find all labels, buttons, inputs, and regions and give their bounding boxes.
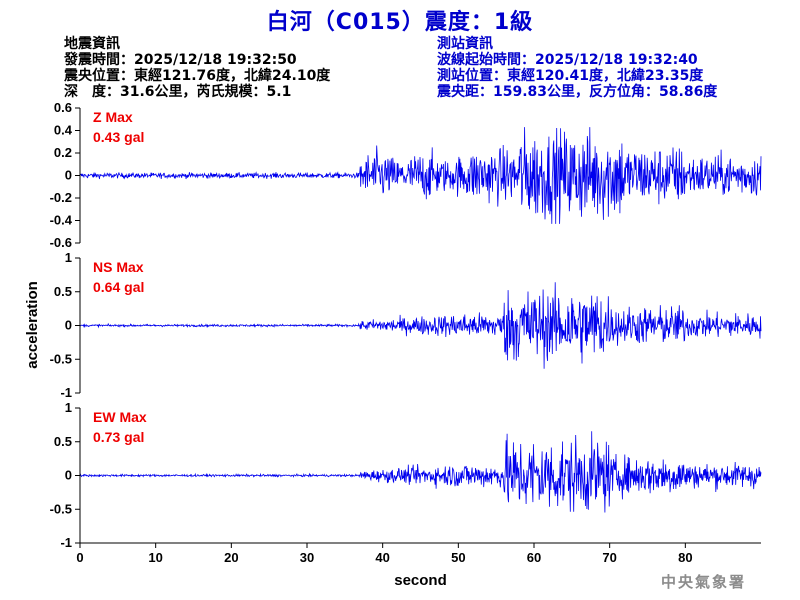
- y-tick-label-1-3: 0.5: [54, 284, 72, 299]
- y-tick-label-1-4: 1: [65, 250, 72, 265]
- y-tick-label-1-0: -1: [60, 385, 72, 400]
- waveform-trace-1: [79, 282, 762, 369]
- y-tick-label-0-5: 0.4: [54, 123, 73, 138]
- station-info-block: 測站資訊 波線起始時間：2025/12/18 19:32:40 測站位置：東經1…: [437, 36, 717, 100]
- y-tick-label-2-0: -1: [60, 535, 72, 550]
- y-tick-label-1-2: 0: [65, 318, 72, 333]
- agency-watermark: 中央氣象署: [660, 573, 746, 591]
- x-axis-title: second: [394, 572, 447, 589]
- peak-value-label-0: 0.43 gal: [93, 129, 144, 145]
- station-title: 白河（C015）震度：1級: [266, 10, 534, 35]
- x-tick-label-4: 40: [375, 550, 389, 565]
- x-tick-label-2: 20: [224, 550, 238, 565]
- component-label-1: NS Max: [93, 259, 144, 275]
- waveform-trace-2: [79, 431, 762, 513]
- y-tick-label-1-1: -0.5: [50, 351, 72, 366]
- component-label-0: Z Max: [93, 109, 133, 125]
- peak-value-label-2: 0.73 gal: [93, 429, 144, 445]
- station-location: 測站位置：東經120.41度，北緯23.35度: [437, 68, 704, 84]
- x-tick-label-1: 10: [148, 550, 162, 565]
- y-tick-label-0-6: 0.6: [54, 100, 72, 115]
- y-tick-label-0-4: 0.2: [54, 145, 72, 160]
- station-info-heading: 測站資訊: [437, 36, 493, 52]
- quake-info-block: 地震資訊 發震時間：2025/12/18 19:32:50 震央位置：東經121…: [64, 36, 330, 100]
- y-tick-label-0-2: -0.2: [50, 190, 72, 205]
- peak-value-label-1: 0.64 gal: [93, 279, 144, 295]
- x-tick-label-8: 80: [678, 550, 692, 565]
- y-tick-label-2-2: 0: [65, 468, 72, 483]
- y-axis-title: acceleration: [24, 281, 41, 369]
- epicentral-distance: 震央距：159.83公里，反方位角：58.86度: [437, 84, 718, 100]
- x-tick-label-3: 30: [300, 550, 314, 565]
- y-tick-label-0-1: -0.4: [50, 213, 73, 228]
- y-tick-label-2-1: -0.5: [50, 501, 72, 516]
- x-tick-label-5: 50: [451, 550, 465, 565]
- y-tick-label-0-0: -0.6: [50, 235, 72, 250]
- quake-info-heading: 地震資訊: [64, 36, 120, 52]
- x-tick-label-0: 0: [76, 550, 83, 565]
- quake-epicenter: 震央位置：東經121.76度，北緯24.10度: [64, 68, 331, 84]
- y-tick-label-2-3: 0.5: [54, 434, 72, 449]
- x-tick-label-6: 60: [527, 550, 541, 565]
- y-tick-label-2-4: 1: [65, 400, 72, 415]
- waveform-trace-0: [79, 127, 762, 224]
- quake-depth-magnitude: 深 度：31.6公里，芮氏規模：5.1: [64, 84, 292, 100]
- quake-origin-time: 發震時間：2025/12/18 19:32:50: [64, 52, 297, 68]
- x-tick-label-7: 70: [602, 550, 616, 565]
- y-tick-label-0-3: 0: [65, 168, 72, 183]
- waveform-start-time: 波線起始時間：2025/12/18 19:32:40: [437, 52, 698, 68]
- component-label-2: EW Max: [93, 409, 147, 425]
